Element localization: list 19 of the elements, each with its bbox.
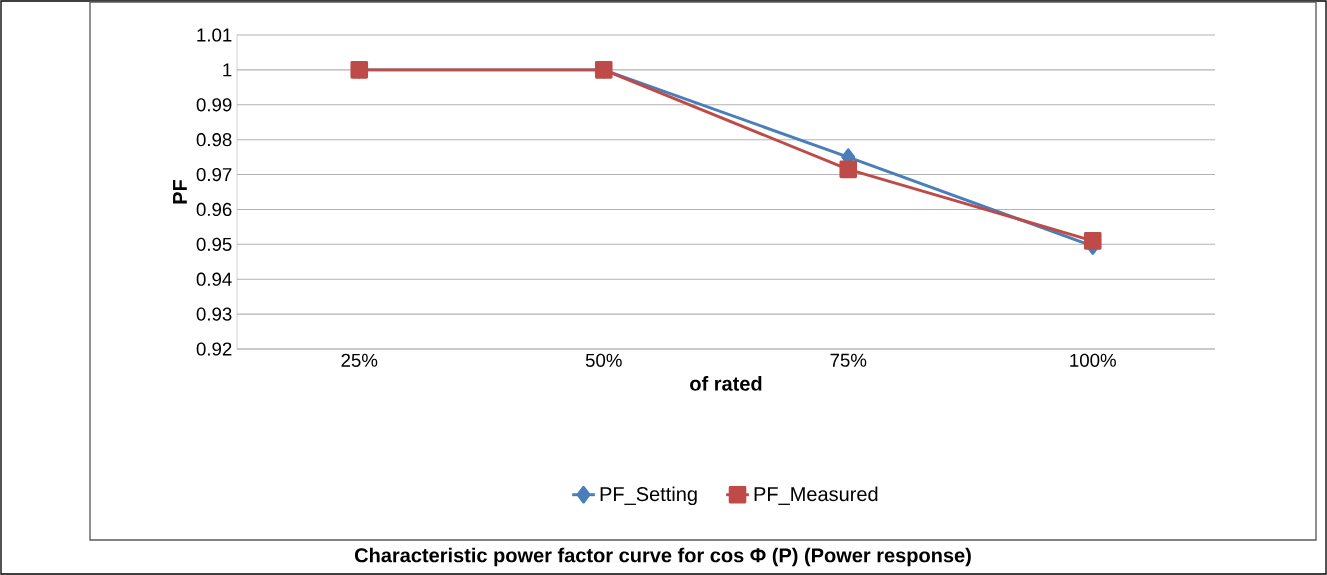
y-tick-label: 0.95 — [196, 237, 232, 251]
y-tick-label: 0.94 — [196, 272, 232, 286]
y-tick-label: 0.98 — [196, 133, 232, 147]
y-tick-label: 0.97 — [196, 167, 232, 182]
legend-label: PF_Measured — [754, 486, 878, 505]
x-axis-title: of rated — [690, 376, 762, 391]
legend-label: PF_Setting — [600, 486, 697, 506]
x-tick-label: 50% — [585, 353, 622, 367]
x-tick-label: 25% — [341, 353, 378, 367]
x-tick-label: 75% — [830, 353, 867, 367]
text: Characteristic power factor curve for cos Φ (P) (Power response) — [354, 547, 971, 567]
x-tick-label: 100% — [1070, 353, 1116, 367]
y-tick-label: 0.96 — [196, 202, 232, 217]
y-tick-label: 0.92 — [196, 342, 232, 356]
y-tick-label: 0.99 — [196, 98, 232, 112]
y-tick-label: 0.93 — [196, 307, 232, 321]
y-tick-label: 1.01 — [197, 28, 232, 42]
y-tick-label: 1 — [223, 63, 232, 77]
y-axis-title: PF — [173, 179, 187, 204]
